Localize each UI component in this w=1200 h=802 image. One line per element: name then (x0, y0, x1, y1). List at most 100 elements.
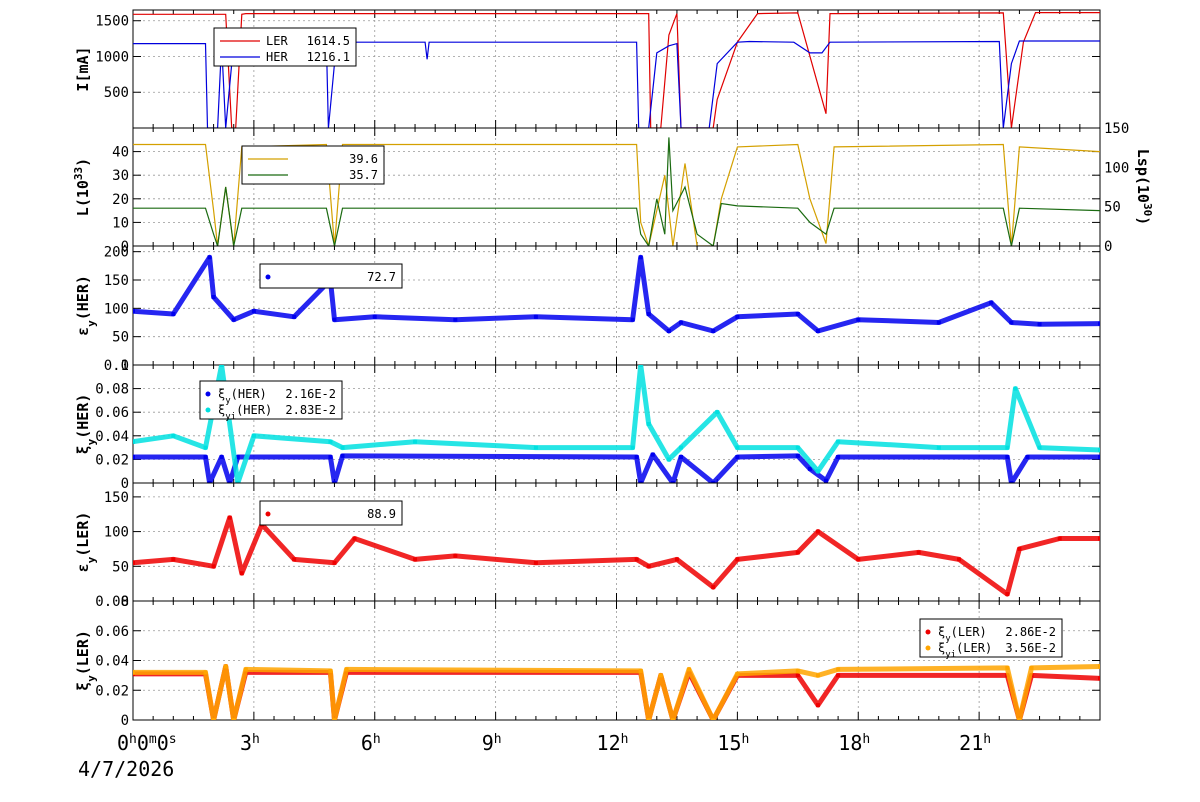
data-point (634, 455, 639, 460)
data-point (340, 445, 345, 450)
data-point (936, 445, 941, 450)
legend: 72.7 (259, 263, 403, 289)
y-tick-label: 150 (104, 273, 129, 289)
data-point (292, 314, 297, 319)
data-point (332, 560, 337, 565)
legend-box (199, 380, 343, 420)
x-tick-label: 15h (717, 731, 749, 755)
legend-value: 88.9 (367, 507, 396, 521)
legend-swatch (265, 511, 271, 517)
data-point (670, 718, 675, 720)
y-tick-label: 50 (112, 330, 129, 346)
data-point (678, 455, 683, 460)
data-point (687, 667, 692, 672)
data-point (133, 439, 135, 444)
data-point (815, 469, 820, 474)
data-point (453, 317, 458, 322)
data-point (413, 439, 418, 444)
data-point (1037, 445, 1042, 450)
data-point (344, 667, 349, 672)
y2-tick-label: 150 (1104, 121, 1129, 137)
data-point (227, 481, 232, 483)
legend-box (213, 27, 357, 67)
y2-tick-label: 0 (1104, 239, 1112, 255)
data-point (678, 445, 683, 450)
data-point (372, 314, 377, 319)
y-axis-label: εy(LER) (74, 512, 98, 573)
legend-value: 2.83E-2 (285, 403, 336, 417)
legend-value: 2.16E-2 (285, 387, 336, 401)
y-tick-label: 500 (104, 85, 129, 101)
data-point (711, 718, 716, 720)
data-point (795, 673, 800, 678)
y-tick-label: 0.02 (95, 452, 129, 468)
data-point (211, 718, 216, 720)
x-origin-label: 0h0m0s (117, 731, 177, 755)
data-point (413, 557, 418, 562)
data-point (533, 445, 538, 450)
data-point (211, 564, 216, 569)
legend-entry: ξy(LER) (938, 625, 987, 644)
data-point (824, 478, 829, 483)
x-tick-label: 21h (959, 731, 991, 755)
x-tick-label: 9h (482, 731, 502, 755)
data-point (715, 410, 720, 415)
y-tick-label: 0.06 (95, 405, 129, 421)
data-point (711, 585, 716, 590)
data-point (340, 453, 345, 458)
legend-swatch (205, 407, 211, 413)
data-point (203, 670, 208, 675)
data-point (251, 433, 256, 438)
data-point (133, 455, 135, 460)
y-tick-label: 0.08 (95, 594, 129, 610)
data-point (670, 481, 675, 483)
y-tick-label: 0 (121, 239, 129, 255)
y-tick-label: 0.06 (95, 624, 129, 640)
series-group (133, 365, 1100, 483)
y-axis-label: I[mA] (74, 46, 92, 91)
legend-swatch (925, 645, 931, 651)
data-point (836, 439, 841, 444)
data-point (133, 309, 135, 314)
data-point (219, 365, 224, 367)
panel-5: 0 50 100 150 εy(LER) 88.9 (74, 482, 1101, 610)
data-point (211, 295, 216, 299)
data-point (735, 455, 740, 460)
legend: ξy(HER) 2.16E-2 ξyi(HER) 2.83E-2 (199, 380, 343, 422)
data-point (133, 670, 135, 675)
data-point (533, 314, 538, 319)
data-point (1098, 455, 1100, 460)
legend-entry: ξy(HER) (218, 387, 267, 406)
series-line (133, 40, 1100, 128)
series-band (133, 452, 1100, 483)
data-point (836, 455, 841, 460)
data-point (638, 365, 643, 367)
legend-value: 1216.1 (307, 50, 350, 64)
data-point (352, 536, 357, 541)
panel-4: 0 0.02 0.04 0.06 0.08 0.1 ξy(HER) ξy(HER) 2.16E-… (74, 358, 1101, 492)
y-tick-label: 0.02 (95, 683, 129, 699)
y-tick-label: 0 (121, 713, 129, 729)
data-point (711, 481, 716, 483)
y-tick-label: 1000 (95, 49, 129, 65)
data-point (795, 312, 800, 316)
y-axis-label: ξy(LER) (74, 630, 98, 691)
data-point (1017, 718, 1022, 720)
y-axis-label: ξy(HER) (74, 394, 98, 455)
data-point (328, 455, 333, 460)
legend-box (241, 145, 385, 185)
legend-entry: ξyi(HER) (218, 403, 272, 422)
y2-axis-label: Lsp(1030) (1134, 149, 1155, 225)
data-point (235, 455, 240, 460)
legend-swatch (265, 274, 271, 280)
data-point (836, 673, 841, 678)
data-point (332, 317, 337, 322)
data-point (207, 481, 212, 483)
legend: 39.6 35.7 (241, 145, 385, 185)
series-group (133, 12, 1100, 128)
series-group (133, 137, 1100, 246)
y-axis-label: εy(HER) (74, 275, 98, 336)
